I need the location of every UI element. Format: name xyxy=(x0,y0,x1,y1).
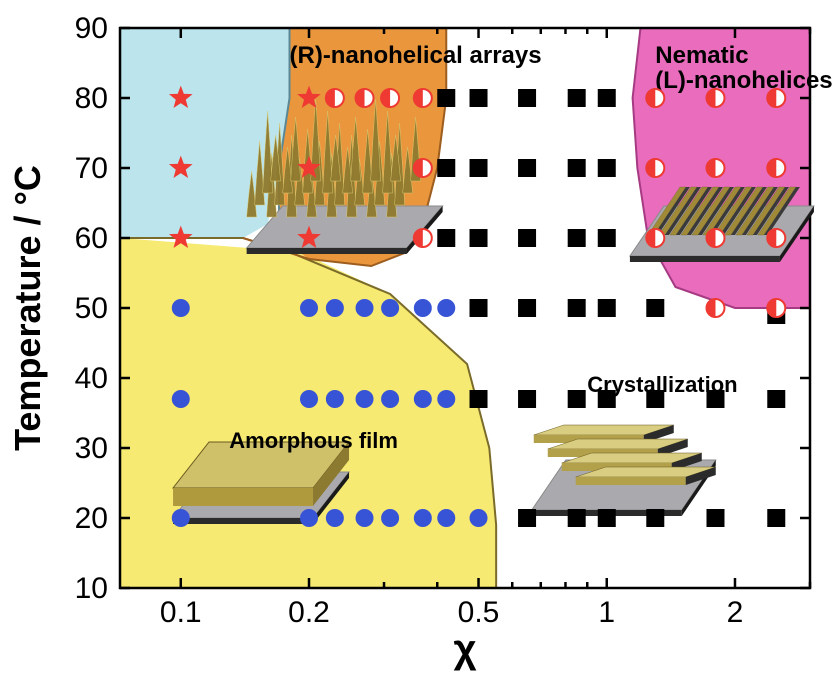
svg-text:(L)-nanohelices: (L)-nanohelices xyxy=(655,67,832,94)
x-axis-title: χ xyxy=(453,627,476,671)
svg-text:90: 90 xyxy=(75,12,108,45)
svg-text:60: 60 xyxy=(75,222,108,255)
svg-text:0.1: 0.1 xyxy=(160,596,202,629)
svg-text:50: 50 xyxy=(75,292,108,325)
y-axis-title: Temperature / °C xyxy=(7,165,48,451)
svg-text:0.5: 0.5 xyxy=(458,596,500,629)
svg-text:2: 2 xyxy=(727,596,744,629)
svg-text:(R)-nanohelical arrays: (R)-nanohelical arrays xyxy=(290,42,542,69)
phase-diagram-figure: 0.1 0.2 0.5 1 2 10 20 30 40 50 60 70 80 90 χ Temperatur… xyxy=(0,0,836,676)
svg-text:20: 20 xyxy=(75,502,108,535)
svg-text:10: 10 xyxy=(75,572,108,605)
svg-text:Amorphous film: Amorphous film xyxy=(229,428,398,453)
svg-text:40: 40 xyxy=(75,362,108,395)
svg-text:80: 80 xyxy=(75,82,108,115)
svg-text:1: 1 xyxy=(598,596,615,629)
svg-text:70: 70 xyxy=(75,152,108,185)
svg-text:0.2: 0.2 xyxy=(288,596,330,629)
svg-text:Nematic: Nematic xyxy=(655,42,748,69)
svg-text:30: 30 xyxy=(75,432,108,465)
